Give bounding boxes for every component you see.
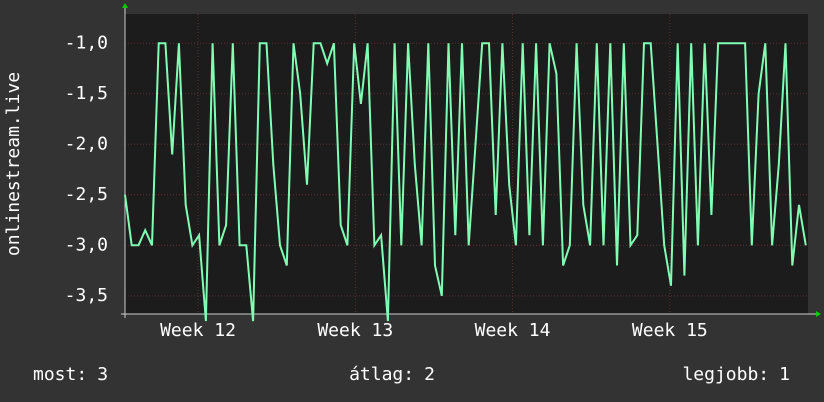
- x-tick-label: Week 12: [160, 320, 236, 341]
- y-axis-label: onlinestream.live: [3, 72, 24, 256]
- stat-value: 1: [779, 364, 790, 385]
- x-tick-label: Week 13: [317, 320, 393, 341]
- y-tick-label: -1,0: [65, 32, 108, 53]
- stat-label: most:: [33, 364, 87, 385]
- stat-label: legjobb:: [682, 364, 769, 385]
- stat: most: 3: [33, 364, 108, 385]
- stat: legjobb: 1: [682, 364, 790, 385]
- y-tick-label: -2,5: [65, 184, 108, 205]
- stat-value: 3: [97, 364, 108, 385]
- stat-label: átlag:: [349, 364, 414, 385]
- axis-arrow: [816, 311, 821, 317]
- y-tick-label: -2,0: [65, 133, 108, 154]
- x-tick-label: Week 15: [632, 320, 708, 341]
- y-tick-label: -1,5: [65, 83, 108, 104]
- x-tick-label: Week 14: [475, 320, 551, 341]
- axis-arrow: [122, 3, 128, 8]
- y-tick-label: -3,0: [65, 234, 108, 255]
- stat-value: 2: [424, 364, 435, 385]
- stat: átlag: 2: [349, 364, 435, 385]
- series-line: [124, 42, 807, 322]
- y-tick-label: -3,5: [65, 285, 108, 306]
